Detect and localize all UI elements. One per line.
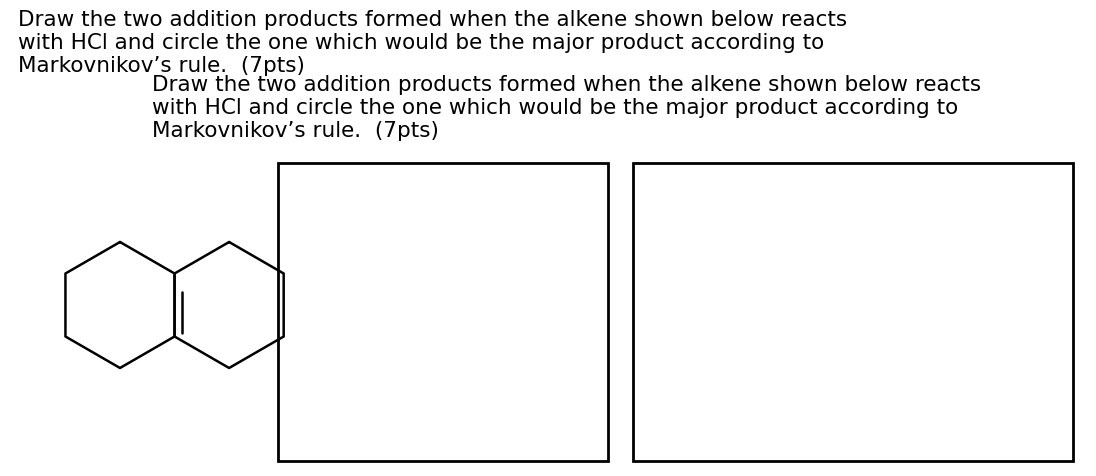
Bar	[278, 163, 608, 461]
Text: Draw the two addition products formed when the alkene shown below reacts
with HC: Draw the two addition products formed wh…	[18, 10, 847, 77]
Text: Draw the two addition products formed when the alkene shown below reacts
with HC: Draw the two addition products formed wh…	[152, 75, 981, 141]
Bar	[633, 163, 1073, 461]
